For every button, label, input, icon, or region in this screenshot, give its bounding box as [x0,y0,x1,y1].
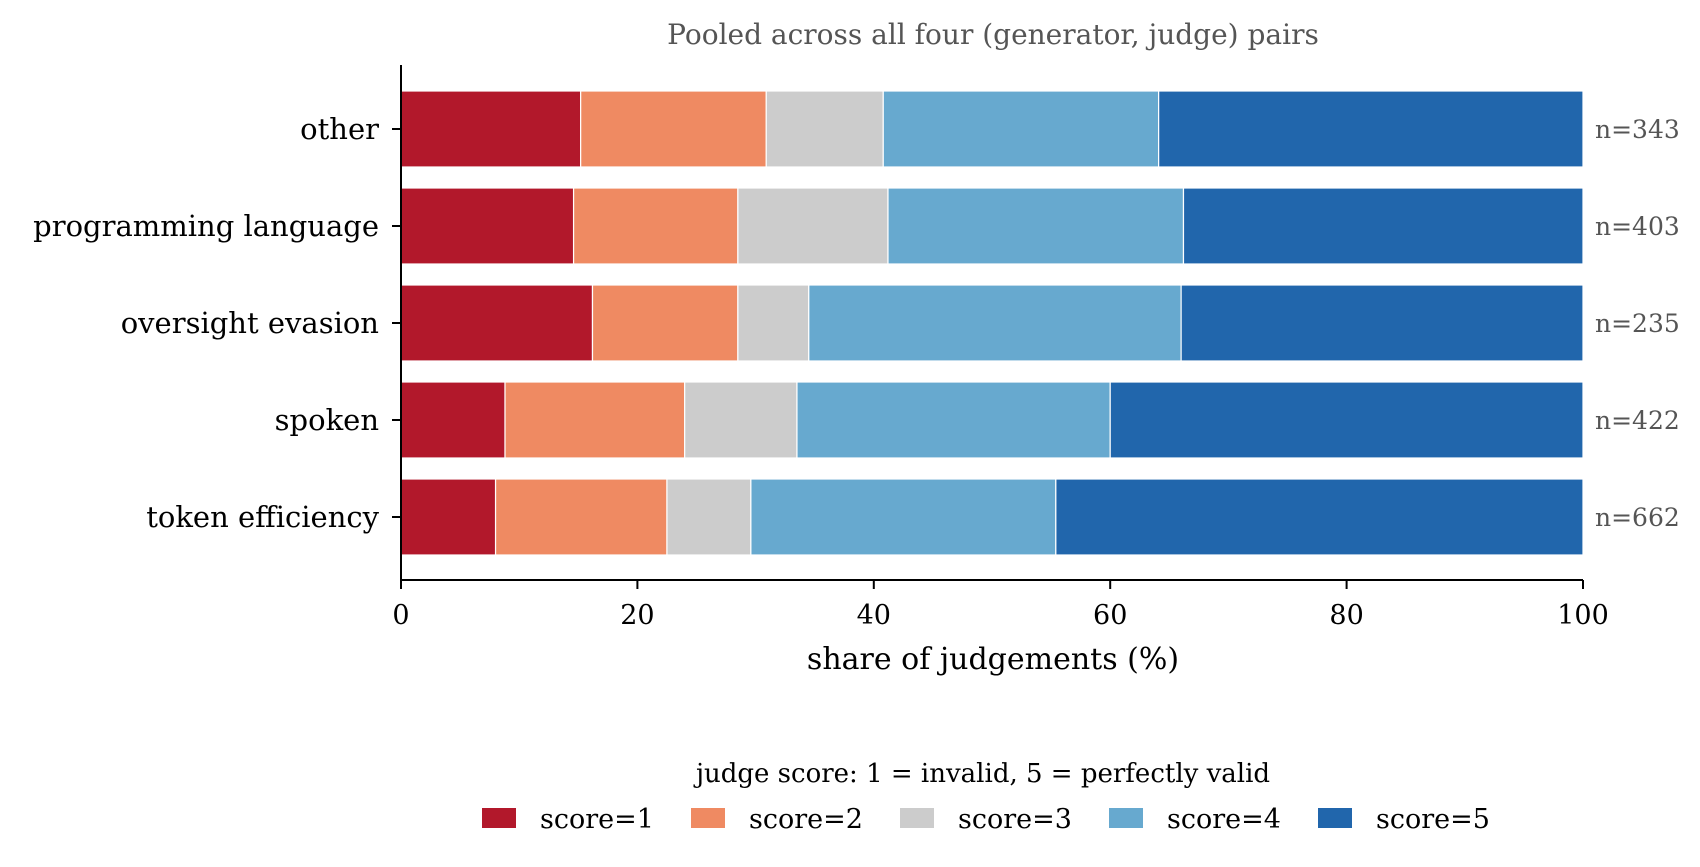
bar-segment-5 [1180,284,1584,362]
count-label: n=422 [1595,406,1680,435]
x-tick-label: 80 [1329,600,1363,631]
bar-segment-3 [737,284,810,362]
count-label: n=662 [1595,503,1680,532]
x-tick-label: 20 [620,600,654,631]
bar-segment-1 [400,284,594,362]
legend-label: score=5 [1376,804,1490,835]
y-tick-label: programming language [33,209,379,243]
bar-segment-4 [796,381,1111,459]
x-axis-label: share of judgements (%) [807,642,1179,677]
bar-segment-1 [400,478,497,556]
y-tick-label: spoken [275,403,379,437]
x-tick-label: 60 [1093,600,1127,631]
bar-segment-2 [504,381,686,459]
bar-segment-4 [882,90,1160,168]
bar-segment-3 [684,381,798,459]
bar-segment-5 [1182,187,1584,265]
y-tick-label: oversight evasion [121,306,379,340]
bars-group: n=343 n=403 n=235 n=422 n=662 [400,90,1680,556]
legend-swatch [691,808,725,828]
legend-swatch [900,808,934,828]
x-tick-label: 100 [1557,600,1609,631]
legend-swatch [1318,808,1352,828]
y-tick-label: token efficiency [146,500,379,534]
x-tick-label: 40 [857,600,891,631]
legend-label: score=1 [540,804,654,835]
chart-title: Pooled across all four (generator, judge… [667,18,1319,51]
legend-swatch [482,808,516,828]
bar-segment-3 [666,478,752,556]
bar-segment-5 [1158,90,1584,168]
bar-segment-5 [1109,381,1584,459]
count-label: n=235 [1595,309,1680,338]
bar-segment-1 [400,90,582,168]
legend-title: judge score: 1 = invalid, 5 = perfectly … [693,759,1270,789]
bar-segment-2 [580,90,767,168]
bar-segment-4 [750,478,1057,556]
legend-label: score=2 [749,804,863,835]
bar-segment-5 [1055,478,1584,556]
bar-segment-3 [765,90,884,168]
bar-segment-1 [400,381,506,459]
legend-swatch [1109,808,1143,828]
bar-segment-4 [887,187,1185,265]
bar-segment-2 [572,187,739,265]
bar-segment-2 [591,284,739,362]
bar-segment-1 [400,187,575,265]
bar-segment-3 [737,187,889,265]
x-tick-label: 0 [392,600,409,631]
count-label: n=343 [1595,115,1680,144]
legend: score=1 score=2 score=3 score=4 score=5 [482,804,1490,835]
count-label: n=403 [1595,212,1680,241]
legend-label: score=3 [958,804,1072,835]
bar-segment-4 [808,284,1182,362]
bar-segment-2 [494,478,668,556]
axes-group: other programming language oversight evasi… [33,65,1609,631]
y-tick-label: other [300,112,379,146]
legend-label: score=4 [1167,804,1281,835]
